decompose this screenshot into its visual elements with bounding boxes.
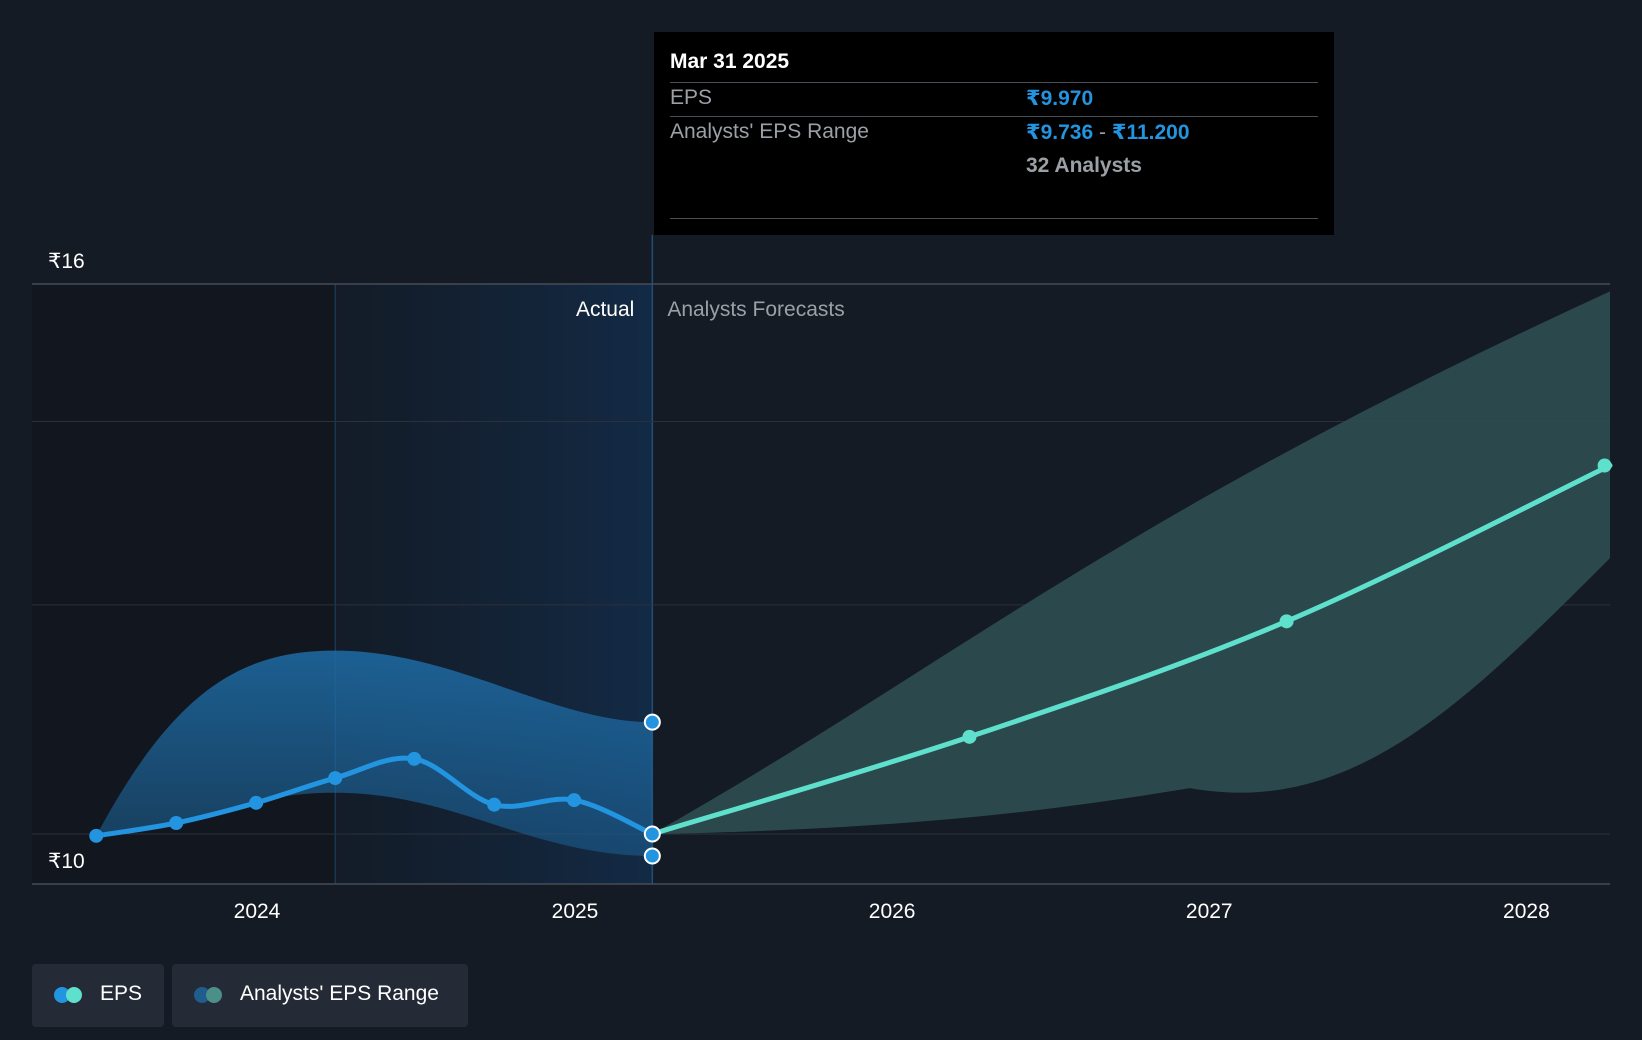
legend-range-swatch (194, 987, 226, 1003)
range-low-point (643, 847, 661, 865)
tooltip-eps-label: EPS (670, 86, 713, 109)
legend-label: Analysts' EPS Range (240, 982, 439, 1005)
tooltip-range-high: ₹11.200 (1111, 121, 1190, 144)
eps-point (328, 771, 343, 786)
x-axis-tick-label: 2028 (1503, 900, 1550, 923)
tooltip-range-value: ₹9.736 - ₹11.200 (1026, 120, 1190, 145)
legend-eps-swatch (54, 987, 86, 1003)
x-axis-tick-label: 2027 (1186, 900, 1233, 923)
range-high-point (643, 713, 661, 731)
eps-forecast-point (1279, 614, 1294, 629)
tooltip: Mar 31 2025 EPS ₹9.970 Analysts' EPS Ran… (654, 32, 1334, 235)
tooltip-range-label: Analysts' EPS Range (670, 120, 869, 143)
eps-point (249, 795, 264, 810)
tooltip-eps-value: ₹9.970 (1026, 87, 1094, 110)
tooltip-divider (670, 218, 1318, 219)
legend-dot (66, 987, 82, 1003)
x-axis-tick-label: 2025 (552, 900, 599, 923)
eps-point (567, 793, 582, 808)
eps-point (407, 751, 422, 766)
legend-item-eps[interactable]: EPS (32, 964, 164, 1027)
tooltip-range-low: ₹9.736 (1026, 121, 1094, 144)
eps-point (487, 797, 502, 812)
y-axis-label-top: ₹16 (48, 250, 85, 273)
tooltip-analysts-count: 32 Analysts (1026, 154, 1142, 177)
forecast-region-label: Analysts Forecasts (667, 298, 844, 321)
x-axis-tick-label: 2026 (869, 900, 916, 923)
legend-label: EPS (100, 982, 143, 1005)
eps-forecast-line (649, 463, 1613, 837)
eps-actual-line (93, 755, 655, 839)
actual-region-label: Actual (576, 298, 634, 321)
y-axis-label-bottom: ₹10 (48, 850, 85, 873)
forecast-eps-range-area (652, 291, 1610, 834)
eps-forecast-point (1597, 458, 1612, 473)
tooltip-divider (670, 116, 1318, 117)
legend-item-eps-range[interactable]: Analysts' EPS Range (172, 964, 468, 1027)
x-axis-tick-label: 2024 (234, 900, 281, 923)
eps-point (643, 825, 661, 843)
eps-forecast-point (962, 729, 977, 744)
tooltip-range-separator: - (1099, 121, 1107, 144)
eps-point (169, 816, 184, 830)
eps-point (89, 828, 104, 843)
legend-dot (206, 987, 222, 1003)
tooltip-date: Mar 31 2025 (670, 50, 790, 73)
tooltip-divider (670, 82, 1318, 83)
